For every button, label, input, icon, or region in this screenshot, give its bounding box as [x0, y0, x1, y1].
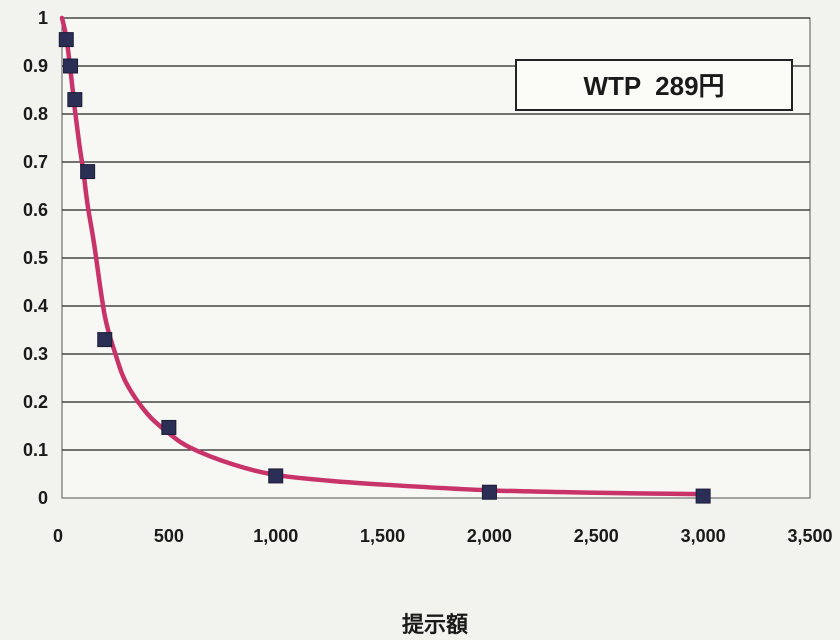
x-axis-title: 提示額: [402, 612, 468, 638]
y-tick-label-5: 0.5: [23, 248, 48, 268]
data-point-2: [67, 92, 83, 108]
data-point-4: [97, 332, 113, 348]
x-tick-label-1: 500: [154, 526, 184, 546]
annotation-box: [515, 59, 793, 111]
data-point-1: [63, 58, 79, 74]
data-point-7: [481, 484, 497, 500]
y-tick-label-9: 0.9: [23, 56, 48, 76]
x-tick-label-5: 2,500: [574, 526, 619, 546]
x-tick-label-3: 1,500: [360, 526, 405, 546]
x-tick-label-6: 3,000: [681, 526, 726, 546]
grid-lines: [62, 17, 810, 451]
x-tick-labels: 0 500 1,000 1,500 2,000 2,500 3,000 3,500: [53, 526, 833, 546]
data-point-6: [268, 468, 284, 484]
data-point-8: [695, 488, 711, 504]
y-tick-label-6: 0.6: [23, 200, 48, 220]
y-tick-label-3: 0.3: [23, 344, 48, 364]
annotation-text: WTP 289円: [583, 71, 724, 101]
y-tick-label-1: 0.1: [23, 440, 48, 460]
y-tick-label-4: 0.4: [23, 296, 48, 316]
x-tick-label-0: 0: [53, 526, 63, 546]
x-tick-label-4: 2,000: [467, 526, 512, 546]
y-tick-label-8: 0.8: [23, 104, 48, 124]
y-tick-label-0: 0: [38, 488, 48, 508]
x-tick-label-7: 3,500: [787, 526, 832, 546]
fitted-curve: [59, 15, 706, 497]
y-tick-label-7: 0.7: [23, 152, 48, 172]
data-point-3: [80, 164, 96, 180]
x-tick-label-2: 1,000: [253, 526, 298, 546]
y-tick-labels: 0 0.1 0.2 0.3 0.4 0.5 0.6 0.7 0.8 0.9 1: [23, 8, 48, 508]
data-point-5: [161, 419, 177, 435]
y-tick-label-10: 1: [38, 8, 48, 28]
data-point-0: [58, 32, 74, 48]
data-points: [58, 32, 711, 504]
y-tick-label-2: 0.2: [23, 392, 48, 412]
wtp-annotation: WTP 289円: [515, 59, 793, 111]
